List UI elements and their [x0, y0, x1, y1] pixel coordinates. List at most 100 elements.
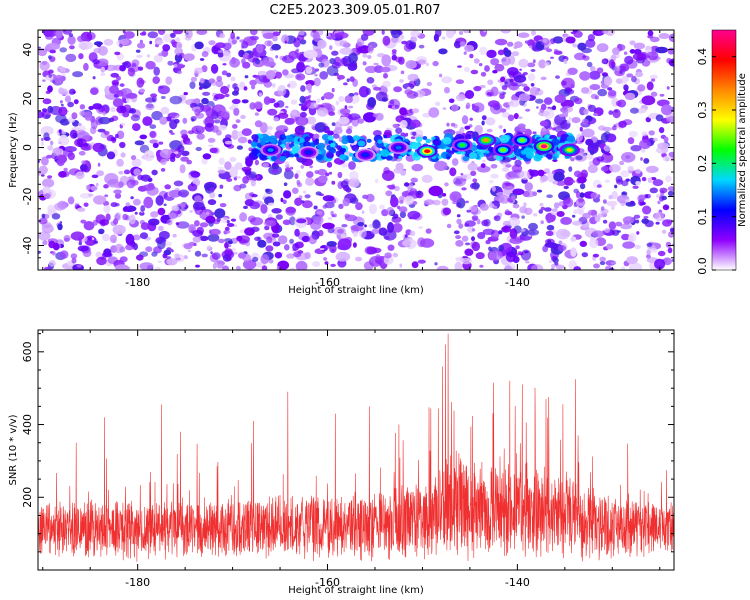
heatmap-cell — [444, 182, 449, 187]
heatmap-cell — [614, 66, 621, 72]
heatmap-cell — [387, 222, 394, 233]
heatmap-cell — [585, 38, 596, 48]
heatmap-cell — [596, 156, 605, 162]
heatmap-cell — [308, 234, 318, 245]
heatmap-cell — [467, 162, 479, 172]
heatmap-cell — [115, 133, 119, 139]
heatmap-cell — [285, 206, 296, 214]
heatmap-cell — [470, 208, 481, 216]
heatmap-cell — [224, 230, 231, 234]
heatmap-cell — [72, 132, 78, 139]
heatmap-cell — [364, 224, 367, 228]
heatmap-cell — [662, 229, 667, 234]
heatmap-cell — [596, 67, 604, 74]
heatmap-cell — [177, 210, 181, 215]
heatmap-cell — [567, 67, 578, 76]
heatmap-cell — [636, 231, 640, 235]
heatmap-cell — [426, 81, 433, 87]
heatmap-cell — [92, 103, 103, 110]
heatmap-cell — [104, 173, 119, 185]
heatmap-cell — [133, 168, 141, 176]
heatmap-cell — [476, 218, 481, 225]
heatmap-cell — [433, 140, 439, 146]
heatmap-cell — [538, 59, 547, 69]
heatmap-ytick-label: 20 — [21, 92, 34, 106]
heatmap-cell — [371, 229, 380, 235]
heatmap-cell — [501, 85, 508, 91]
heatmap-cell — [374, 178, 379, 184]
heatmap-cell — [373, 130, 382, 137]
heatmap-cell — [48, 73, 52, 78]
heatmap-cell — [545, 135, 550, 139]
heatmap-cell — [643, 216, 649, 219]
heatmap-cell — [226, 220, 230, 224]
heatmap-cell — [438, 48, 448, 55]
heatmap-cell — [38, 48, 47, 57]
heatmap-cell — [535, 98, 544, 104]
heatmap-cell — [415, 136, 423, 142]
heatmap-cell — [168, 212, 177, 220]
heatmap-cell — [122, 207, 129, 213]
heatmap-cell — [259, 135, 264, 139]
heatmap-cell — [112, 238, 117, 243]
heatmap-cell — [152, 76, 160, 84]
heatmap-cell — [465, 134, 472, 140]
heatmap-peak — [566, 148, 573, 152]
heatmap-cell — [477, 232, 486, 240]
heatmap-cell — [54, 74, 64, 84]
heatmap-cell — [667, 247, 673, 254]
heatmap-cell — [560, 216, 572, 225]
heatmap-cell — [289, 166, 294, 170]
colorbar-gradient — [711, 29, 737, 271]
heatmap-cell — [403, 182, 410, 187]
heatmap-cell — [528, 222, 538, 231]
heatmap-cell — [57, 200, 68, 210]
heatmap-peak — [540, 144, 548, 149]
heatmap-cell — [119, 246, 126, 253]
heatmap-cell — [222, 63, 227, 66]
heatmap-cell — [575, 191, 581, 199]
heatmap-cell — [44, 114, 51, 119]
heatmap-cell — [412, 201, 418, 205]
heatmap-cell — [553, 171, 565, 182]
heatmap-cell — [142, 116, 153, 126]
heatmap-cell — [594, 215, 601, 223]
heatmap-cell — [650, 74, 658, 80]
heatmap-cell — [187, 130, 195, 135]
heatmap-cell — [201, 253, 208, 258]
heatmap-cell — [410, 119, 421, 128]
heatmap-cell — [96, 256, 107, 266]
heatmap-cell — [187, 31, 193, 39]
heatmap-cell — [524, 40, 529, 44]
heatmap-cell — [183, 53, 195, 61]
heatmap-cell — [268, 135, 278, 143]
heatmap-cell — [643, 158, 650, 164]
heatmap-cell — [386, 184, 393, 189]
heatmap-cell — [131, 62, 137, 68]
heatmap-cell — [243, 86, 248, 91]
heatmap-cell — [345, 128, 353, 134]
heatmap-cell — [383, 73, 388, 79]
heatmap-cell — [207, 137, 216, 143]
heatmap-cell — [145, 103, 155, 111]
heatmap-cell — [263, 220, 277, 227]
heatmap-cell — [326, 65, 339, 77]
heatmap-cell — [258, 92, 263, 97]
heatmap-cell — [284, 167, 291, 172]
heatmap-cell — [239, 183, 247, 189]
heatmap-cell — [239, 229, 246, 233]
heatmap-cell — [119, 65, 126, 72]
heatmap-cell — [132, 243, 138, 251]
heatmap-cell — [330, 263, 336, 267]
heatmap-cell — [480, 163, 486, 169]
heatmap-cell — [177, 43, 182, 48]
heatmap-cell — [449, 191, 462, 202]
heatmap-cell — [133, 198, 141, 206]
heatmap-cell — [501, 112, 511, 118]
heatmap-cell — [530, 69, 536, 72]
heatmap-cell — [217, 124, 228, 131]
heatmap-cell — [520, 83, 528, 87]
heatmap-cell — [77, 138, 84, 148]
heatmap-cell — [544, 62, 550, 67]
heatmap-cell — [417, 259, 426, 264]
